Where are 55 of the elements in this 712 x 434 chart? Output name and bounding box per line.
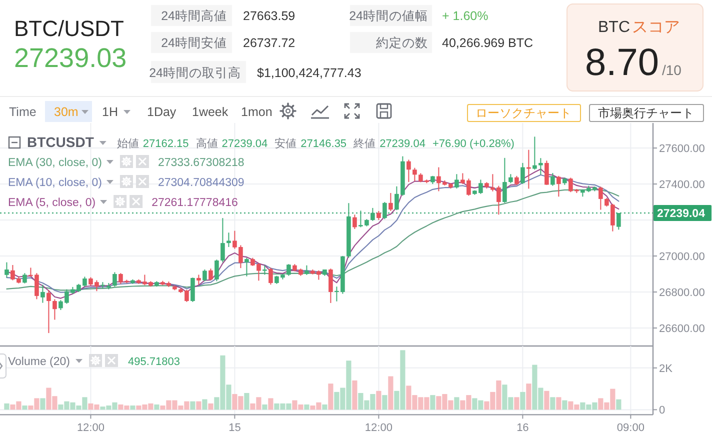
annotation: 安値: [274, 138, 297, 150]
annotation: 40,266.969 BTC: [442, 36, 534, 50]
annotation: ローソクチャート: [476, 106, 572, 120]
annotation: 24時間の値幅: [349, 9, 428, 23]
annotation: 495.71803: [128, 356, 180, 368]
tick-label: 26600.00: [659, 323, 705, 335]
annotation: 24時間安値: [161, 36, 227, 50]
annotation: 24時間の取引高: [149, 66, 241, 80]
tick-label: 26800.00: [659, 287, 705, 299]
legend-label: EMA (10, close, 0): [8, 177, 102, 189]
annotation: 始値: [116, 138, 139, 150]
annotation: 27146.35: [300, 138, 347, 150]
title: Volume (20): [8, 356, 70, 368]
tick-label: 15: [228, 422, 241, 434]
annotation: 8.70: [585, 42, 659, 84]
legend-label: EMA (30, close, 0): [8, 157, 102, 169]
annotation: BTC: [598, 19, 630, 36]
tick-label: 12:00: [364, 422, 392, 434]
annotation: 27663.59: [243, 9, 296, 23]
annotation: 1H: [102, 105, 118, 119]
ref-line-label: 27239.04: [657, 208, 705, 220]
subtitle: 27239.03: [14, 43, 127, 73]
annotation: 27239.04: [222, 138, 268, 150]
tick-label: 27400.00: [659, 179, 705, 192]
annotation: 24時間高値: [161, 9, 227, 23]
annotation: スコア: [632, 19, 680, 36]
annotation: 市場奥行チャート: [598, 106, 694, 120]
annotation: 約定の数: [376, 36, 428, 50]
annotation: 27162.15: [142, 138, 189, 150]
annotation: 高値: [196, 138, 218, 150]
annotation: +76.90 (+0.28%): [432, 138, 514, 150]
annotation: 30m: [54, 105, 78, 119]
tick-label: 09:00: [616, 422, 644, 434]
legend-value: 27333.67308218: [158, 157, 244, 169]
title: BTCUSDT: [27, 134, 94, 150]
annotation: 1week: [192, 105, 228, 119]
legend-label: EMA (5, close, 0): [8, 197, 96, 209]
tick-label: 0: [659, 404, 666, 417]
annotation: 27239.04: [380, 138, 426, 150]
annotation: + 1.60%: [442, 9, 488, 23]
legend-value: 27261.17778416: [152, 197, 238, 209]
annotation: 1Day: [147, 105, 176, 119]
annotation: $1,100,424,777.43: [257, 66, 362, 80]
annotation: Time: [9, 105, 36, 119]
legend-value: 27304.70844309: [158, 177, 244, 189]
annotation: 終値: [354, 138, 376, 150]
title: BTC/USDT: [14, 16, 124, 41]
tick-label: 2K: [659, 362, 672, 375]
annotation: 26737.72: [243, 36, 296, 50]
tick-label: 27000.00: [659, 251, 705, 263]
annotation: 1mon: [241, 105, 272, 119]
annotation: /10: [662, 62, 682, 78]
tick-label: 16: [516, 422, 529, 434]
tick-label: 12:00: [76, 422, 104, 434]
tick-label: 27600.00: [659, 143, 705, 156]
